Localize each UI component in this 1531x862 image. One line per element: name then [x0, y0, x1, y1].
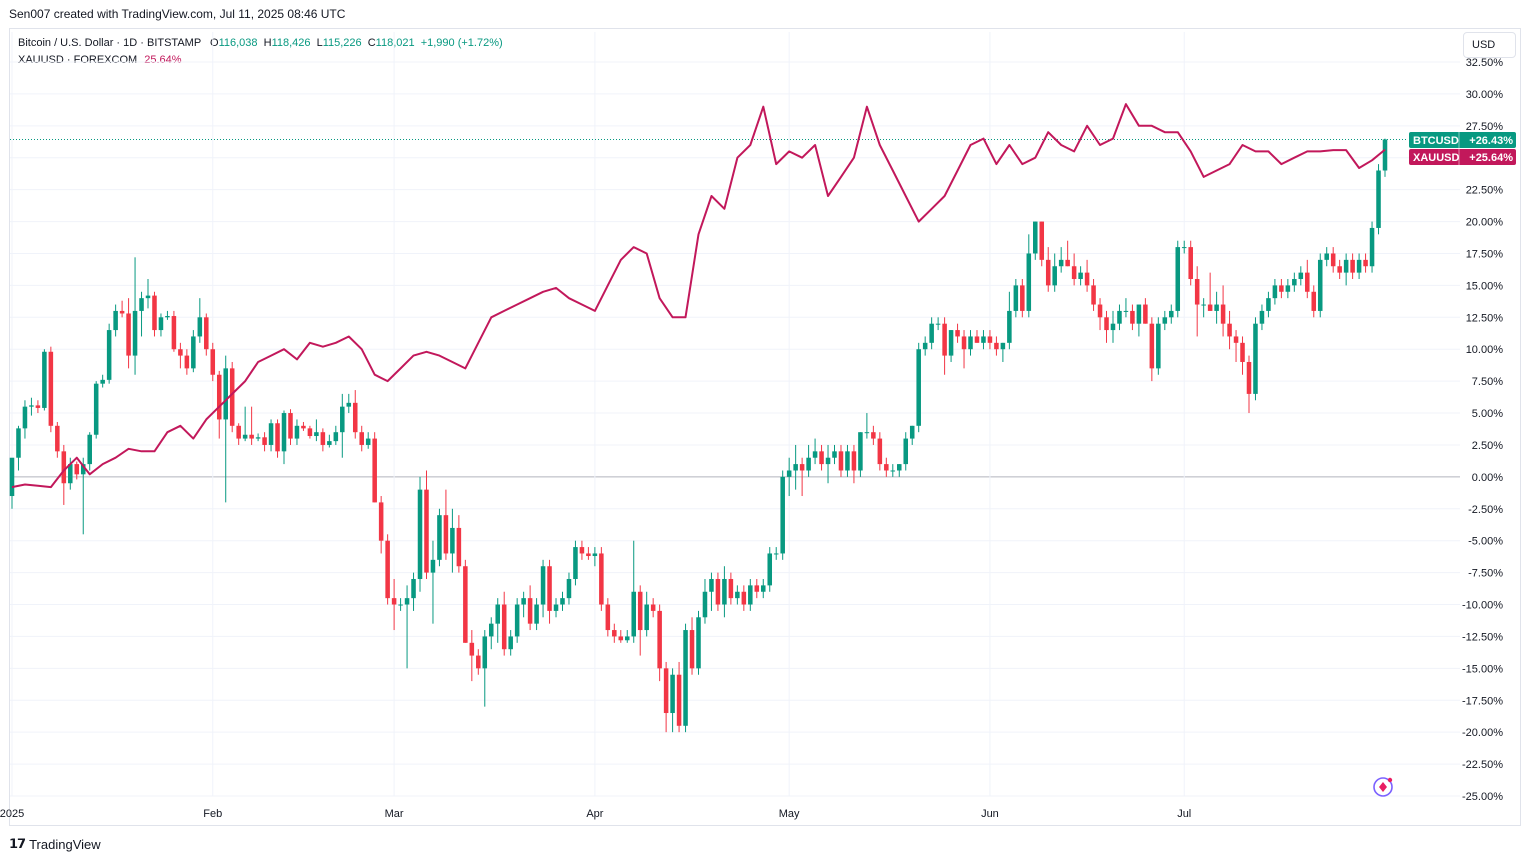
legend-xau-value: 25.64%: [144, 54, 182, 66]
legend-btc-close: 118,021: [375, 37, 415, 49]
chart-frame: [9, 28, 1521, 826]
tradingview-logo-icon: 𝟭𝟳: [9, 836, 26, 851]
footer-brand[interactable]: 𝟭𝟳 TradingView: [9, 836, 101, 852]
legend-btc-high-label: H: [263, 37, 272, 49]
legend-btc-high: 118,426: [271, 37, 311, 49]
legend-btc-low-label: L: [316, 37, 323, 49]
legend-btc-close-label: C: [367, 37, 376, 49]
legend-btc-open: 116,038: [218, 37, 258, 49]
currency-button[interactable]: USD: [1463, 32, 1516, 58]
legend-btc-low: 115,226: [322, 37, 362, 49]
legend-btc-symbol: Bitcoin / U.S. Dollar · 1D · BITSTAMP: [18, 37, 201, 49]
legend-xau-row[interactable]: XAUUSD · FOREXCOM 25.64%: [18, 52, 503, 69]
legend-btc-row[interactable]: Bitcoin / U.S. Dollar · 1D · BITSTAMP O1…: [18, 35, 503, 52]
legend-xau-symbol: XAUUSD · FOREXCOM: [18, 54, 138, 66]
chart-legend: Bitcoin / U.S. Dollar · 1D · BITSTAMP O1…: [18, 35, 503, 69]
legend-btc-change: +1,990 (+1.72%): [420, 37, 503, 49]
legend-btc-open-label: O: [210, 37, 219, 49]
footer-brand-text: TradingView: [29, 836, 101, 852]
created-with-header: Sen007 created with TradingView.com, Jul…: [9, 7, 346, 21]
